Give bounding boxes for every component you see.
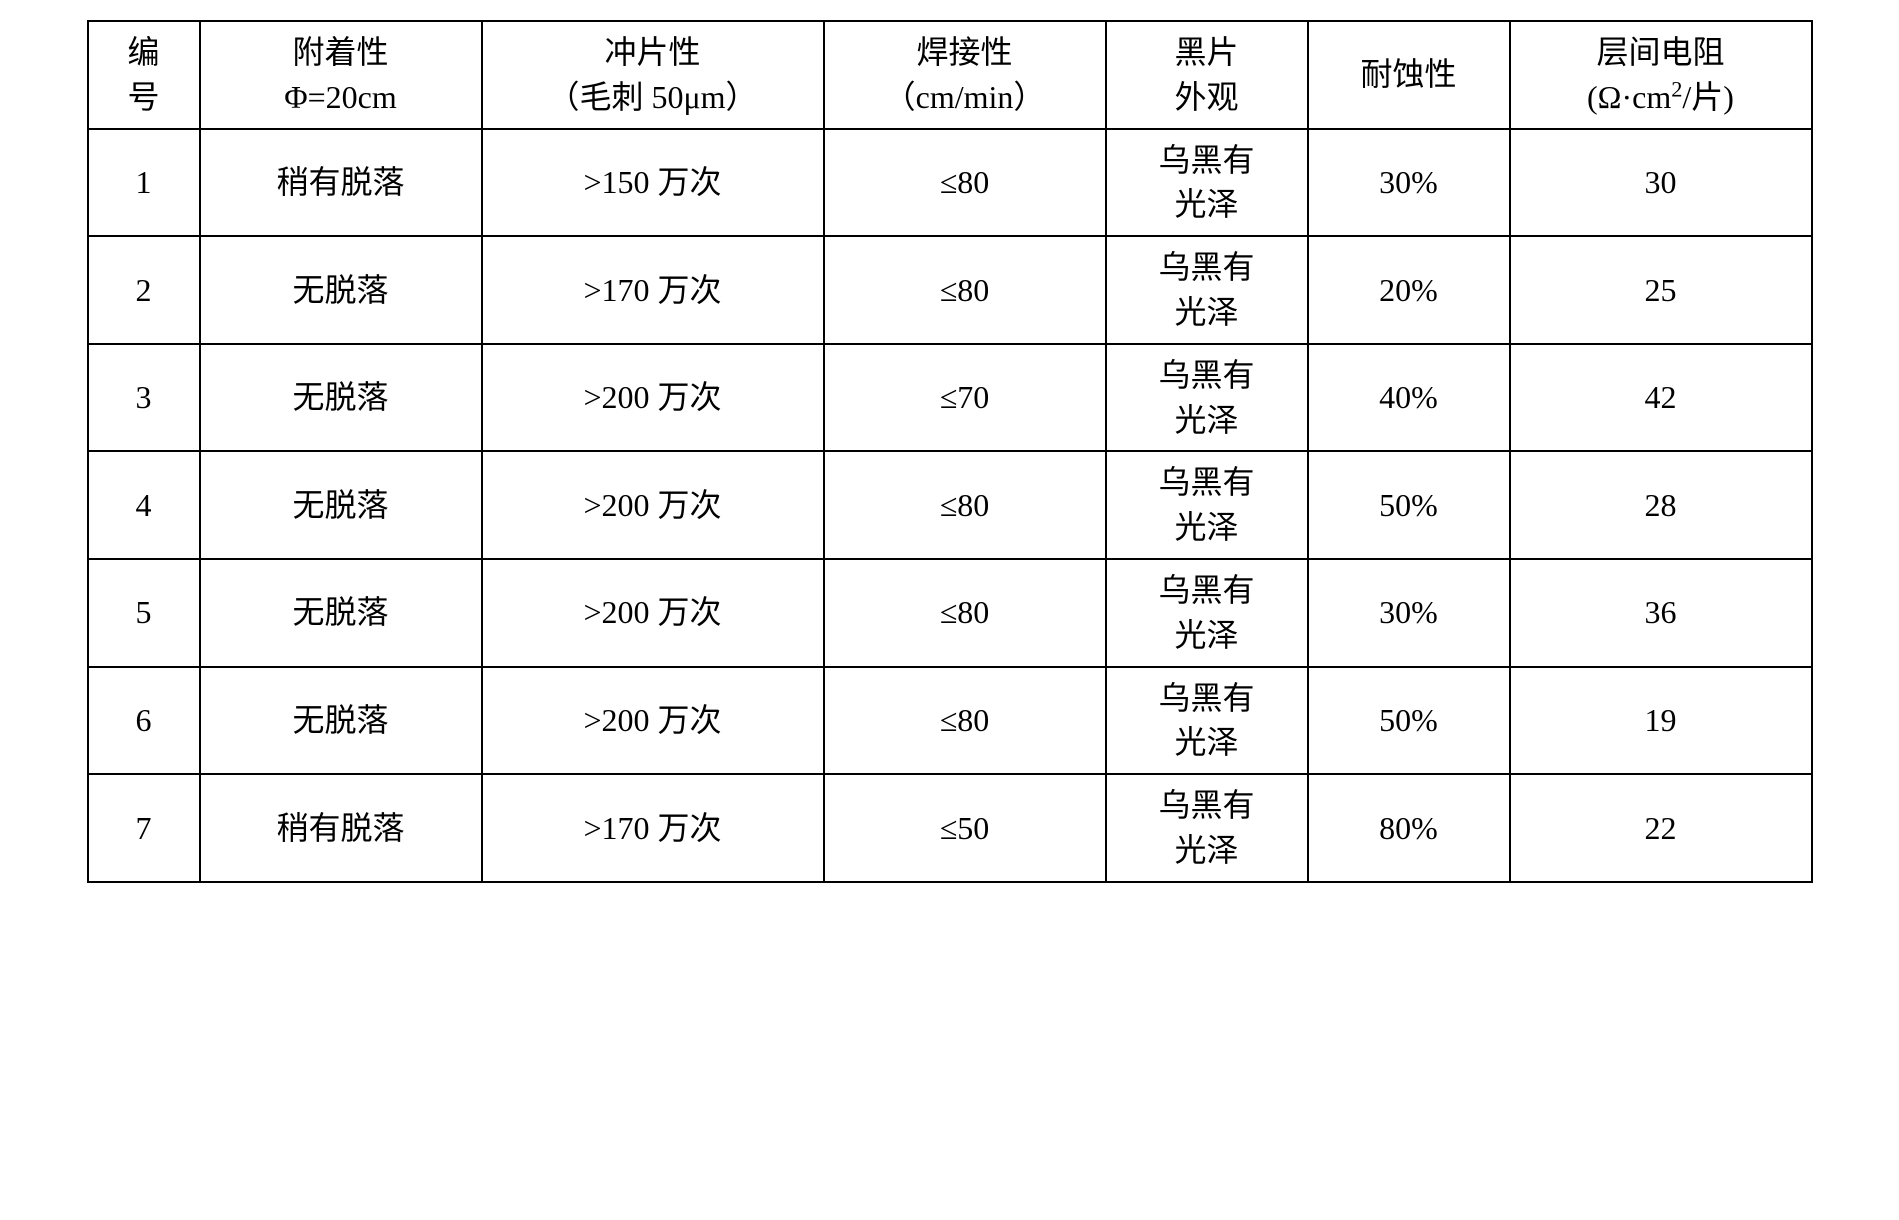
header-appearance-l2: 外观 [1174, 79, 1238, 115]
cell-punch: >200 万次 [482, 344, 824, 452]
cell-resistance: 28 [1510, 451, 1812, 559]
cell-resistance: 25 [1510, 236, 1812, 344]
cell-appearance: 乌黑有光泽 [1106, 129, 1308, 237]
cell-weld: ≤80 [824, 451, 1106, 559]
cell-id: 6 [88, 667, 200, 775]
header-adhesion: 附着性 Φ=20cm [200, 21, 482, 129]
cell-corrosion: 80% [1308, 774, 1510, 882]
cell-corrosion: 50% [1308, 667, 1510, 775]
cell-punch: >170 万次 [482, 236, 824, 344]
table-header: 编 号 附着性 Φ=20cm 冲片性 （毛刺 50μm） 焊接性 （cm/min… [88, 21, 1812, 129]
header-resistance-l1: 层间电阻 [1596, 34, 1724, 70]
table-row: 4无脱落>200 万次≤80乌黑有光泽50%28 [88, 451, 1812, 559]
cell-punch: >200 万次 [482, 667, 824, 775]
header-id: 编 号 [88, 21, 200, 129]
cell-adhesion: 无脱落 [200, 667, 482, 775]
cell-id: 7 [88, 774, 200, 882]
cell-corrosion: 30% [1308, 129, 1510, 237]
header-resistance-l2: (Ω·cm2/片) [1587, 79, 1734, 115]
header-corrosion: 耐蚀性 [1308, 21, 1510, 129]
header-weld-l1: 焊接性 [916, 34, 1012, 70]
header-weld: 焊接性 （cm/min） [824, 21, 1106, 129]
header-adhesion-l2: Φ=20cm [284, 79, 397, 115]
table-body: 1稍有脱落>150 万次≤80乌黑有光泽30%302无脱落>170 万次≤80乌… [88, 129, 1812, 882]
cell-adhesion: 无脱落 [200, 344, 482, 452]
cell-appearance: 乌黑有光泽 [1106, 344, 1308, 452]
cell-resistance: 22 [1510, 774, 1812, 882]
cell-resistance: 30 [1510, 129, 1812, 237]
cell-id: 2 [88, 236, 200, 344]
cell-adhesion: 稍有脱落 [200, 129, 482, 237]
cell-resistance: 36 [1510, 559, 1812, 667]
cell-adhesion: 无脱落 [200, 559, 482, 667]
header-id-l2: 号 [127, 79, 159, 115]
cell-resistance: 19 [1510, 667, 1812, 775]
cell-corrosion: 30% [1308, 559, 1510, 667]
header-resistance: 层间电阻 (Ω·cm2/片) [1510, 21, 1812, 129]
table-row: 3无脱落>200 万次≤70乌黑有光泽40%42 [88, 344, 1812, 452]
cell-appearance: 乌黑有光泽 [1106, 236, 1308, 344]
cell-punch: >150 万次 [482, 129, 824, 237]
cell-appearance: 乌黑有光泽 [1106, 774, 1308, 882]
header-corrosion-text: 耐蚀性 [1360, 56, 1456, 92]
cell-punch: >200 万次 [482, 559, 824, 667]
cell-id: 1 [88, 129, 200, 237]
cell-adhesion: 无脱落 [200, 451, 482, 559]
cell-appearance: 乌黑有光泽 [1106, 667, 1308, 775]
header-punch: 冲片性 （毛刺 50μm） [482, 21, 824, 129]
cell-punch: >200 万次 [482, 451, 824, 559]
cell-adhesion: 稍有脱落 [200, 774, 482, 882]
cell-appearance: 乌黑有光泽 [1106, 559, 1308, 667]
header-id-l1: 编 [127, 34, 159, 70]
header-punch-l1: 冲片性 [604, 34, 700, 70]
cell-weld: ≤80 [824, 559, 1106, 667]
table-row: 1稍有脱落>150 万次≤80乌黑有光泽30%30 [88, 129, 1812, 237]
header-appearance: 黑片 外观 [1106, 21, 1308, 129]
header-weld-l2: （cm/min） [884, 79, 1046, 115]
header-adhesion-l1: 附着性 [292, 34, 388, 70]
data-table: 编 号 附着性 Φ=20cm 冲片性 （毛刺 50μm） 焊接性 （cm/min… [87, 20, 1813, 883]
cell-corrosion: 40% [1308, 344, 1510, 452]
header-punch-l2: （毛刺 50μm） [547, 79, 757, 115]
cell-weld: ≤80 [824, 129, 1106, 237]
cell-resistance: 42 [1510, 344, 1812, 452]
cell-weld: ≤50 [824, 774, 1106, 882]
cell-id: 5 [88, 559, 200, 667]
cell-appearance: 乌黑有光泽 [1106, 451, 1308, 559]
cell-weld: ≤80 [824, 667, 1106, 775]
cell-corrosion: 50% [1308, 451, 1510, 559]
header-appearance-l1: 黑片 [1174, 34, 1238, 70]
cell-adhesion: 无脱落 [200, 236, 482, 344]
cell-corrosion: 20% [1308, 236, 1510, 344]
table-row: 5无脱落>200 万次≤80乌黑有光泽30%36 [88, 559, 1812, 667]
cell-id: 3 [88, 344, 200, 452]
cell-punch: >170 万次 [482, 774, 824, 882]
cell-id: 4 [88, 451, 200, 559]
cell-weld: ≤70 [824, 344, 1106, 452]
table-row: 7稍有脱落>170 万次≤50乌黑有光泽80%22 [88, 774, 1812, 882]
table-row: 2无脱落>170 万次≤80乌黑有光泽20%25 [88, 236, 1812, 344]
cell-weld: ≤80 [824, 236, 1106, 344]
table-row: 6无脱落>200 万次≤80乌黑有光泽50%19 [88, 667, 1812, 775]
header-row: 编 号 附着性 Φ=20cm 冲片性 （毛刺 50μm） 焊接性 （cm/min… [88, 21, 1812, 129]
